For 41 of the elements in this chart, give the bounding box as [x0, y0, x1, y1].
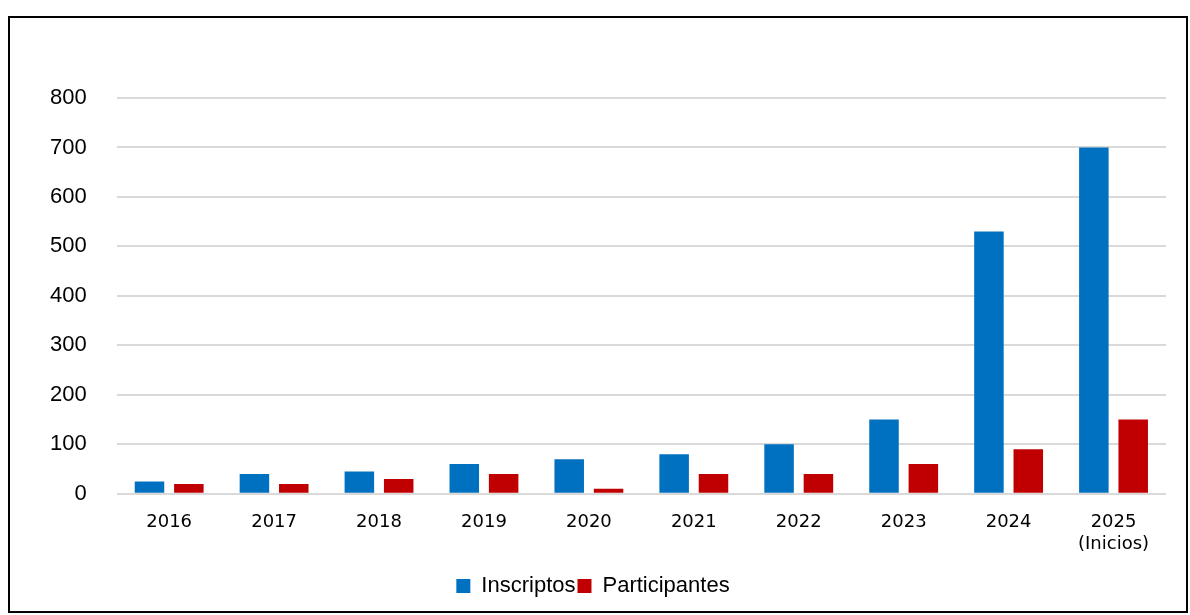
bar — [908, 464, 939, 493]
bar — [1013, 449, 1044, 493]
bar — [1118, 419, 1148, 493]
bar — [239, 474, 270, 493]
legend-label: Inscriptos — [481, 572, 576, 598]
y-tick-label: 0 — [74, 479, 87, 505]
x-tick-label: 2018 — [356, 510, 402, 532]
y-tick-label: 200 — [49, 380, 87, 406]
x-tick-label: 2019 — [461, 510, 507, 532]
bar — [488, 474, 519, 493]
x-tick-label: 2025 (Inicios) — [1078, 510, 1150, 553]
bar — [698, 474, 729, 493]
bar — [974, 231, 1004, 493]
bar — [803, 474, 834, 493]
y-tick-label: 300 — [49, 331, 87, 357]
bar — [659, 454, 689, 493]
x-tick-label: 2020 — [565, 510, 612, 532]
y-tick-label: 800 — [49, 84, 87, 110]
x-tick-label: 2021 — [670, 510, 717, 532]
legend-label: Participantes — [602, 572, 730, 598]
bar — [449, 464, 480, 493]
bar — [869, 419, 899, 493]
bar — [764, 444, 794, 493]
x-tick-label: 2022 — [775, 510, 822, 532]
x-tick-label: 2017 — [251, 510, 298, 532]
bar — [554, 459, 584, 493]
bar — [593, 488, 624, 493]
bar — [383, 478, 414, 493]
x-tick-label: 2023 — [880, 510, 927, 532]
y-tick-label: 100 — [49, 430, 87, 456]
y-tick-label: 500 — [49, 232, 87, 258]
bar — [344, 471, 375, 493]
x-tick-label: 2024 — [985, 510, 1032, 532]
bar — [1079, 147, 1109, 493]
y-tick-label: 400 — [49, 281, 87, 307]
bar — [174, 483, 204, 493]
y-tick-label: 600 — [49, 183, 87, 209]
x-tick-label: 2016 — [146, 510, 193, 532]
bar — [279, 483, 309, 493]
y-tick-label: 700 — [49, 133, 87, 159]
bar — [134, 481, 165, 493]
